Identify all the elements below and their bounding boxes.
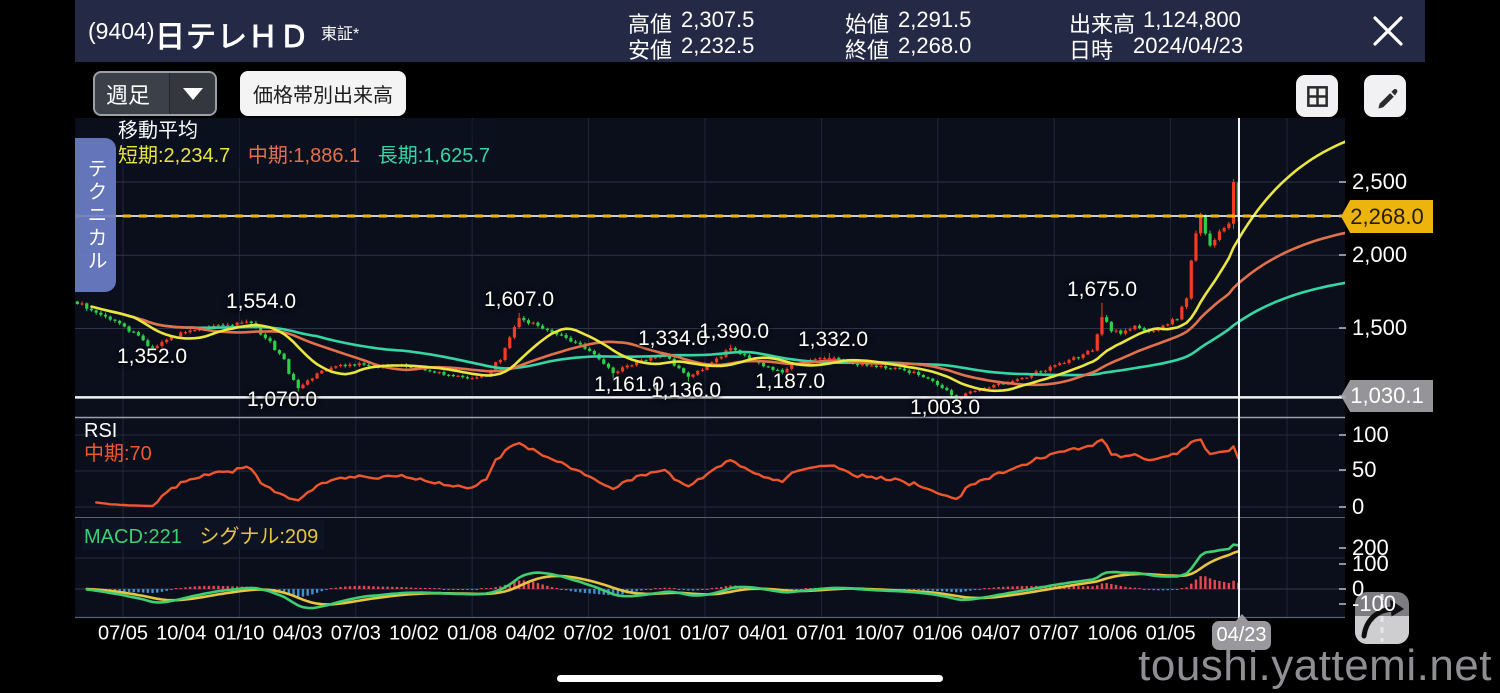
price-axis-label: 2,500 — [1352, 169, 1408, 194]
share-screenshot-button[interactable] — [1352, 586, 1412, 650]
x-axis-label: 04/01 — [738, 622, 789, 645]
timeframe-value: 週足 — [106, 82, 151, 108]
price-annotation: 1,554.0 — [225, 290, 297, 313]
x-axis-label: 01/10 — [214, 622, 265, 645]
close-label: 終値 — [845, 38, 890, 63]
rsi-value: 中期:70 — [84, 443, 152, 465]
price-annotation: 1,607.0 — [483, 288, 555, 311]
open-label: 始値 — [845, 12, 890, 37]
x-axis-label: 01/05 — [1145, 622, 1196, 645]
x-axis-label: 10/01 — [621, 622, 672, 645]
volume-profile-button[interactable]: 価格帯別出来高 — [240, 71, 406, 116]
draw-tool-button[interactable] — [1364, 75, 1406, 117]
close-value: 2,268.0 — [898, 33, 972, 58]
x-axis-label: 04/02 — [505, 622, 556, 645]
volume-label: 出来高 — [1069, 12, 1136, 37]
crosshair-date-badge: 04/23 — [1212, 621, 1271, 650]
ma-legend-title: 移動平均 — [116, 119, 496, 143]
technical-panel-tab[interactable]: テクニカル — [75, 138, 116, 292]
dropdown-arrow-cell — [169, 73, 215, 114]
x-axis-label: 01/08 — [447, 622, 498, 645]
stock-name: 日テレＨＤ — [155, 21, 310, 54]
x-axis-label: 04/03 — [272, 622, 323, 645]
price-annotation: 1,352.0 — [116, 345, 188, 368]
low-label: 安値 — [628, 38, 673, 63]
rsi-axis-label: 50 — [1352, 457, 1377, 482]
x-axis-label: 07/07 — [1029, 622, 1080, 645]
share-arrow-icon — [1355, 592, 1409, 644]
high-value: 2,307.5 — [681, 7, 755, 32]
watermark: toushi.yattemi.net — [1138, 641, 1492, 690]
price-annotation: 1,003.0 — [909, 396, 981, 419]
close-icon — [1373, 16, 1403, 46]
layout-grid-button[interactable] — [1296, 75, 1338, 117]
macd-signal-value: シグナル:209 — [199, 526, 319, 548]
datetime-value: 2024/04/23 — [1133, 33, 1244, 58]
rsi-axis-label: 100 — [1352, 422, 1389, 447]
macd-axis-label: 200 — [1352, 535, 1389, 560]
macd-axis-label: 100 — [1352, 551, 1389, 576]
datetime-label: 日時 — [1069, 38, 1114, 63]
price-axis-label: 2,000 — [1352, 242, 1408, 267]
volume-value: 1,124,800 — [1143, 7, 1241, 32]
ma-long-value: 長期:1,625.7 — [377, 145, 491, 167]
high-label: 高値 — [628, 12, 673, 37]
price-annotation: 1,187.0 — [754, 370, 826, 393]
price-annotation: 1,136.0 — [650, 379, 722, 402]
price-annotation: 1,390.0 — [698, 320, 770, 343]
chevron-down-icon — [182, 87, 203, 100]
x-axis-label: 07/02 — [563, 622, 614, 645]
x-axis-label: 10/07 — [854, 622, 905, 645]
technical-tab-label: テクニカル — [84, 157, 106, 273]
rsi-legend: RSI 中期:70 — [84, 420, 152, 466]
macd-axis-label: -100 — [1352, 591, 1397, 616]
x-axis-label: 10/02 — [388, 622, 440, 645]
x-axis-label: 04/07 — [970, 622, 1022, 645]
grid-icon — [1306, 85, 1328, 107]
market-label: 東証* — [321, 26, 360, 43]
x-axis-label: 07/05 — [97, 622, 149, 645]
x-axis-label: 01/07 — [679, 622, 731, 645]
stock-code: (9404) — [88, 18, 155, 44]
x-axis-label: 01/06 — [912, 622, 963, 645]
macd-legend: MACD:221 シグナル:209 — [82, 520, 325, 550]
header-bar: (9404) 日テレＨＤ 東証* 高値 2,307.5 安値 2,232.5 始… — [75, 0, 1425, 63]
price-annotation: 1,070.0 — [246, 388, 318, 411]
price-annotation: 1,332.0 — [797, 328, 869, 351]
rsi-axis-label: 0 — [1352, 494, 1365, 519]
ma-mid-value: 中期:1,886.1 — [247, 145, 361, 167]
x-axis-label: 07/03 — [330, 622, 381, 645]
current-price-badge: 2,268.0 — [1341, 200, 1433, 233]
x-axis-label: 07/01 — [796, 622, 847, 645]
low-value: 2,232.5 — [681, 33, 755, 58]
price-annotation: 1,334.0 — [637, 327, 709, 350]
ma-short-value: 短期:2,234.7 — [118, 145, 231, 167]
price-axis-label: 1,500 — [1352, 315, 1408, 340]
open-value: 2,291.5 — [898, 7, 972, 32]
macd-value: MACD:221 — [84, 526, 182, 548]
macd-axis-label: 0 — [1352, 576, 1365, 601]
pencil-icon — [1377, 88, 1397, 108]
rsi-title: RSI — [84, 420, 118, 442]
timeframe-dropdown[interactable]: 週足 — [93, 71, 217, 116]
ma-legend: 移動平均 短期:2,234.7 中期:1,886.1 長期:1,625.7 — [116, 119, 496, 168]
price-annotation: 1,161.0 — [593, 373, 665, 396]
level-line-badge: 1,030.1 — [1341, 380, 1433, 412]
price-annotation: 1,675.0 — [1066, 278, 1138, 301]
home-indicator — [557, 675, 943, 682]
x-axis-label: 10/06 — [1087, 622, 1138, 645]
x-axis-label: 10/04 — [156, 622, 207, 645]
close-button[interactable] — [1365, 8, 1411, 54]
